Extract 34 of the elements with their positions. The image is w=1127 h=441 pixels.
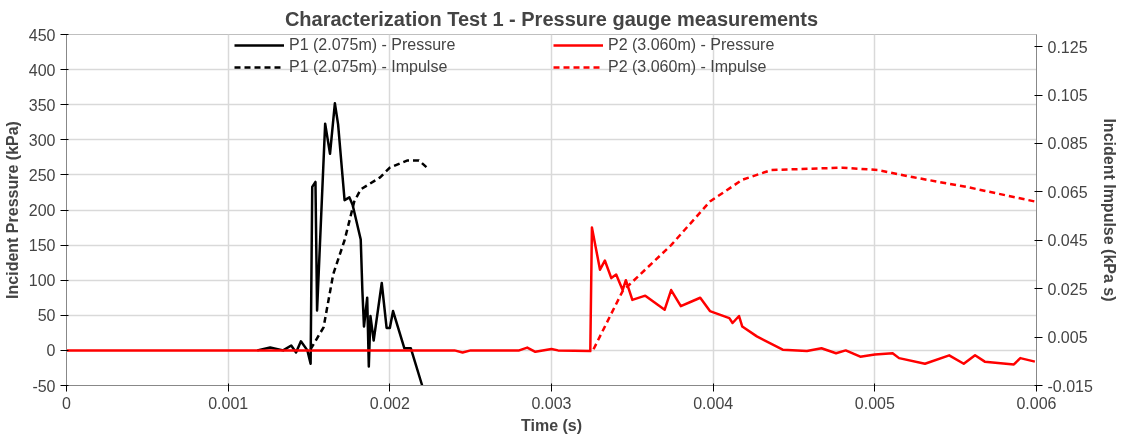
x-tick-label: 0.004	[693, 394, 734, 412]
y2-tick-label: 0.065	[1047, 183, 1088, 201]
legend-label: P1 (2.075m) - Impulse	[289, 58, 449, 76]
x-tick-label: 0.002	[369, 394, 410, 412]
y-tick-label: 250	[28, 166, 56, 184]
y2-axis-title: Incident Impulse (kPa s)	[1100, 118, 1118, 302]
y-tick-label: 150	[28, 237, 56, 255]
x-tick-label: 0.006	[1016, 394, 1057, 412]
y-tick-label: -50	[32, 377, 56, 395]
y-axis-title: Incident Pressure (kPa)	[3, 121, 21, 299]
y2-tick-label: 0.025	[1047, 280, 1088, 298]
x-tick-label: 0.003	[531, 394, 572, 412]
chart-title: Characterization Test 1 - Pressure gauge measurements	[284, 7, 819, 30]
y2-tick-label: 0.045	[1047, 232, 1088, 250]
y-tick-label: 400	[28, 61, 56, 79]
y-tick-label: 300	[28, 131, 56, 149]
x-tick-label: 0.005	[854, 394, 895, 412]
y2-tick-label: 0.005	[1047, 329, 1088, 347]
y-tick-label: 450	[28, 26, 56, 44]
y-tick-label: 0	[46, 342, 56, 360]
legend-label: P2 (3.060m) - Pressure	[608, 36, 776, 54]
y-tick-label: 50	[37, 307, 56, 325]
y-tick-label: 200	[28, 202, 56, 219]
y2-tick-label: -0.015	[1047, 377, 1093, 395]
legend-label: P2 (3.060m) - Impulse	[608, 58, 768, 76]
y2-tick-label: 0.085	[1047, 135, 1088, 153]
x-tick-label: 0	[62, 394, 72, 412]
y-tick-label: 350	[28, 96, 56, 114]
x-axis-title: Time (s)	[520, 416, 583, 434]
y2-tick-label: 0.125	[1047, 38, 1088, 56]
legend-label: P1 (2.075m) - Pressure	[289, 36, 457, 54]
x-tick-label: 0.001	[208, 394, 249, 412]
y2-tick-label: 0.105	[1047, 87, 1088, 105]
y-tick-label: 100	[28, 272, 56, 290]
